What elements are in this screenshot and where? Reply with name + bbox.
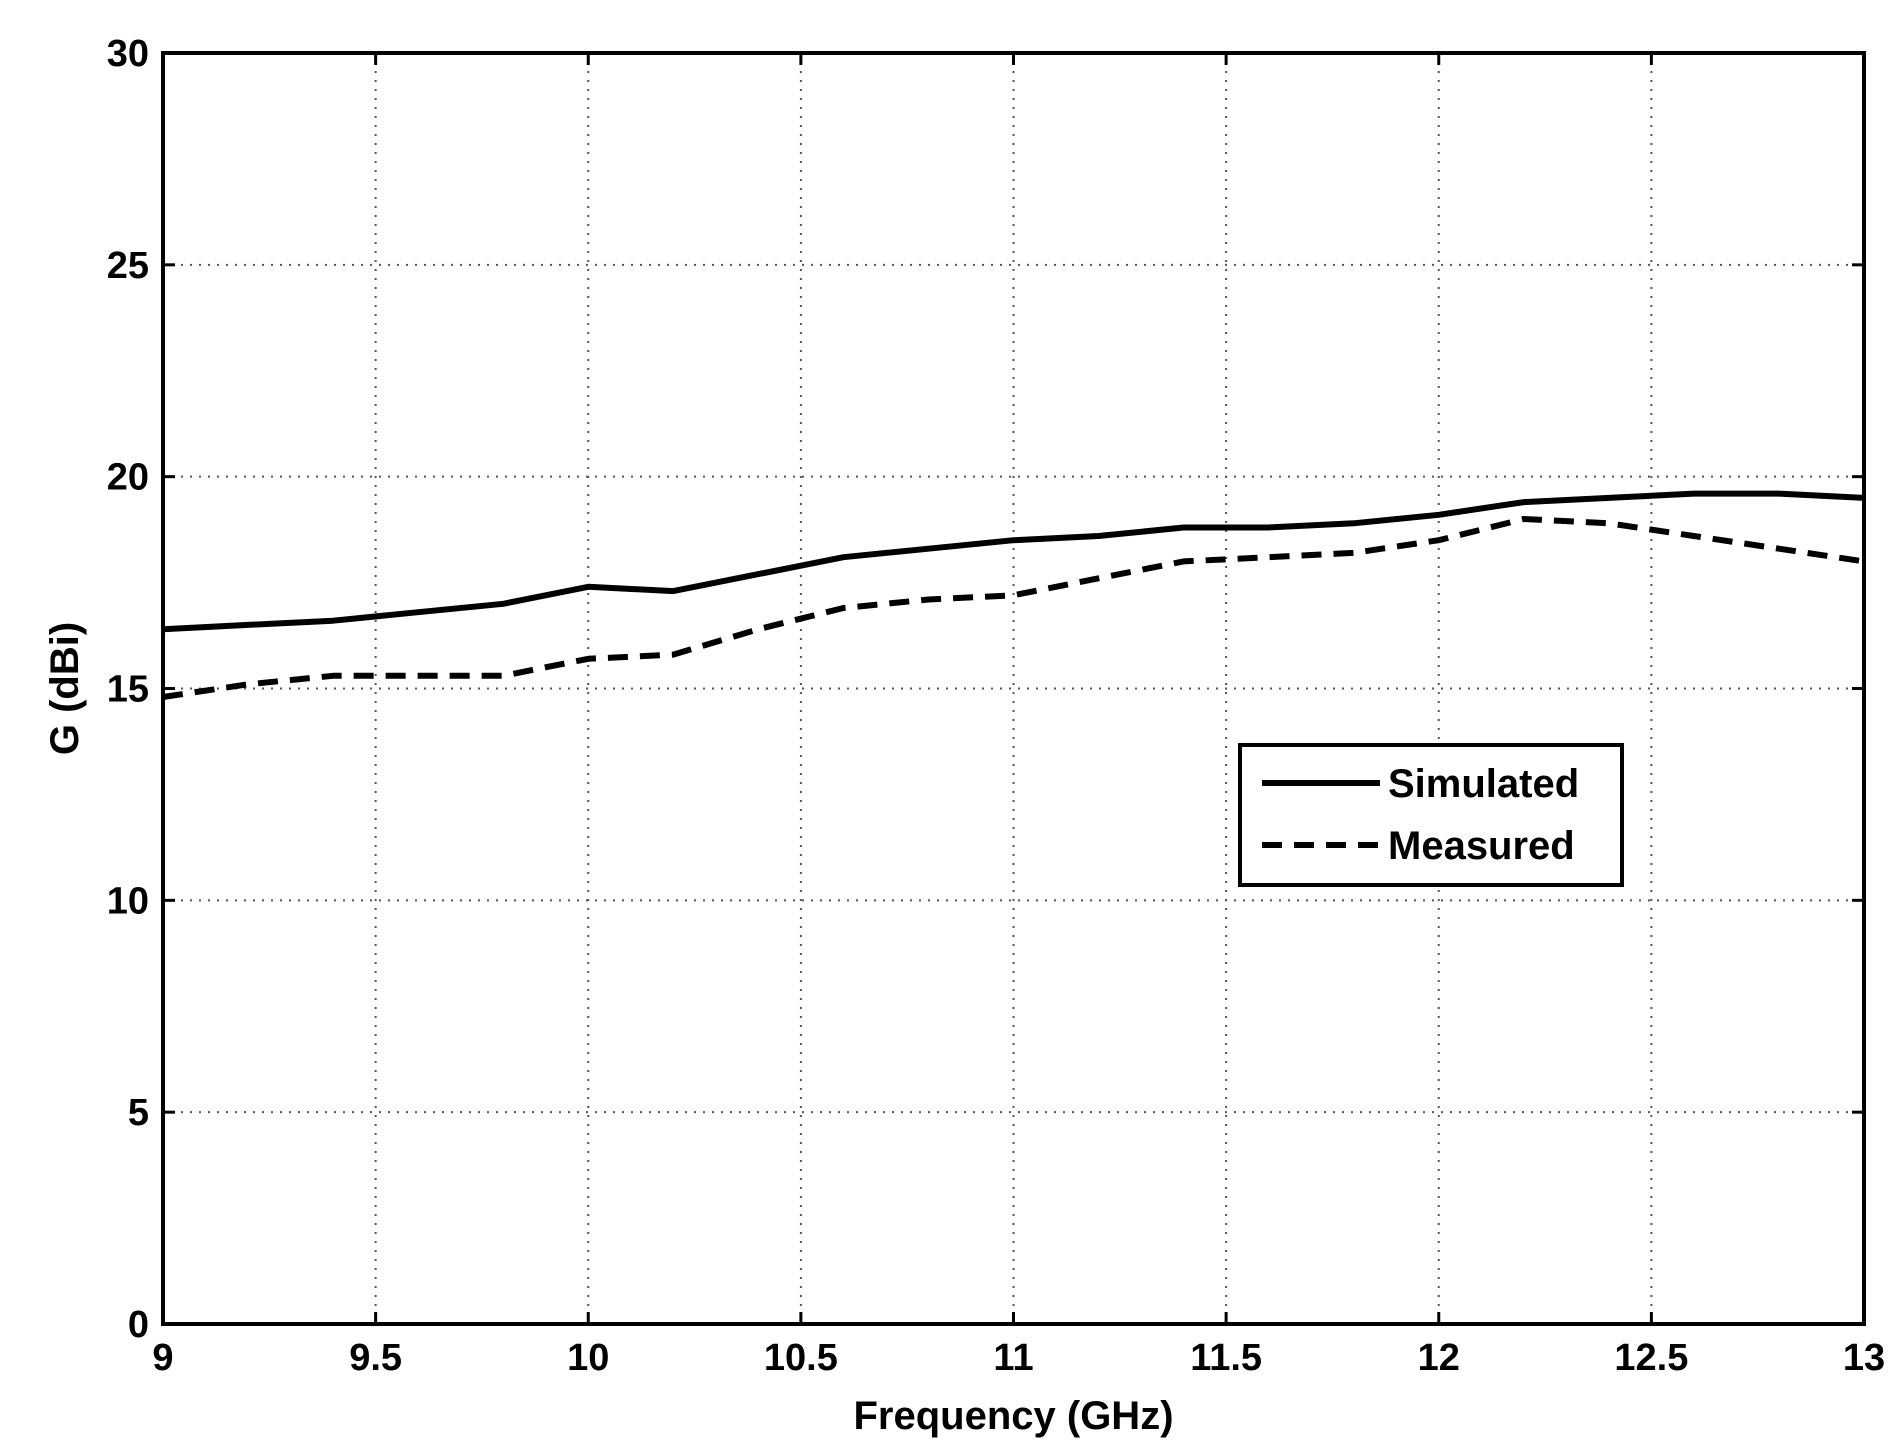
x-tick-label: 12 bbox=[1418, 1337, 1460, 1379]
x-tick-labels: 9 9.5 10 10.5 11 11.5 12 12.5 13 bbox=[152, 1337, 1885, 1379]
y-tick-label: 15 bbox=[107, 669, 149, 711]
series-group bbox=[162, 490, 1865, 700]
series-line-simulated bbox=[162, 490, 1865, 633]
legend-label-simulated: Simulated bbox=[1388, 762, 1579, 806]
x-tick-label: 11 bbox=[993, 1337, 1033, 1379]
y-tick-labels: 0 5 10 15 20 25 30 bbox=[107, 33, 149, 1346]
x-tick-label: 10.5 bbox=[764, 1337, 838, 1379]
x-tick-label: 10 bbox=[567, 1337, 609, 1379]
x-tick-label: 13 bbox=[1843, 1337, 1885, 1379]
legend-label-measured: Measured bbox=[1388, 824, 1575, 868]
y-tick-label: 10 bbox=[107, 880, 149, 922]
y-tick-label: 30 bbox=[107, 33, 149, 75]
legend: Simulated Measured bbox=[1238, 743, 1624, 887]
x-tick-label: 11.5 bbox=[1190, 1337, 1262, 1379]
y-tick-label: 25 bbox=[107, 245, 149, 287]
x-tick-label: 9.5 bbox=[349, 1337, 402, 1379]
y-axis-title: G (dBi) bbox=[43, 622, 87, 755]
legend-box bbox=[1238, 743, 1624, 887]
x-tick-label: 9 bbox=[152, 1337, 173, 1379]
x-axis-title: Frequency (GHz) bbox=[853, 1394, 1173, 1438]
y-tick-label: 0 bbox=[128, 1304, 149, 1346]
y-tick-label: 20 bbox=[107, 457, 149, 499]
x-tick-label: 12.5 bbox=[1614, 1337, 1688, 1379]
y-tick-label: 5 bbox=[128, 1092, 149, 1134]
axis-ticks bbox=[161, 51, 1866, 1326]
